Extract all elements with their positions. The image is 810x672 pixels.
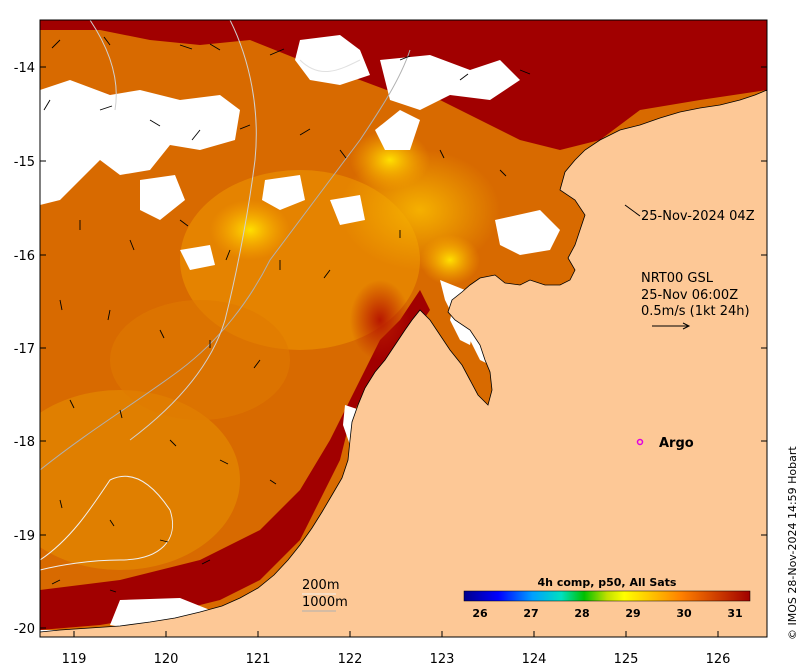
current-scale-label: 0.5m/s (1kt 24h): [641, 304, 750, 319]
colorbar-tick: 28: [574, 607, 589, 620]
current-arrow: [119, 409, 123, 419]
current-arrow: [169, 439, 177, 447]
current-arrow: [519, 69, 531, 75]
current-arrow: [323, 269, 331, 279]
imos-credit: © IMOS 28-Nov-2024 14:59 Hobart: [786, 446, 799, 640]
current-arrow: [439, 149, 445, 159]
colorbar-tick: 30: [676, 607, 692, 620]
current-arrow: [201, 559, 211, 565]
current-arrow: [239, 124, 251, 130]
colorbar-gradient: [463, 590, 751, 602]
y-tick-label: -16: [14, 249, 35, 264]
x-tick-label: 125: [614, 652, 639, 667]
current-arrow: [459, 73, 469, 81]
bathymetry-contours: [40, 20, 411, 571]
current-arrow: [103, 36, 111, 46]
current-arrow: [99, 105, 113, 111]
argo-float-marker[interactable]: [636, 438, 644, 446]
contour-1000m-label: 1000m: [302, 595, 348, 610]
current-source-label: NRT00 GSL: [641, 271, 714, 286]
y-axis: [40, 66, 767, 629]
y-tick-label: -20: [14, 622, 35, 637]
y-tick-label: -19: [14, 529, 35, 544]
contour-200m-label: 200m: [302, 578, 339, 593]
current-arrow: [43, 99, 51, 111]
colorbar-tick: 31: [727, 607, 742, 620]
x-axis: [73, 631, 719, 637]
x-tick-label: 119: [62, 652, 87, 667]
current-time-label: 25-Nov 06:00Z: [641, 288, 738, 303]
current-arrow: [225, 249, 231, 261]
current-arrow: [109, 589, 117, 593]
x-tick-label: 122: [338, 652, 363, 667]
current-arrow: [269, 48, 285, 56]
y-tick-label: -14: [14, 61, 35, 76]
colorbar: 4h comp, p50, All Sats 26 27 28 29 30 31: [463, 576, 751, 620]
argo-label: Argo: [659, 436, 694, 451]
current-arrow: [269, 479, 277, 485]
current-arrow: [159, 329, 165, 339]
colorbar-title: 4h comp, p50, All Sats: [538, 576, 677, 589]
current-arrow: [209, 43, 221, 51]
current-arrow: [339, 149, 347, 159]
current-scale-arrow: [652, 322, 691, 330]
map-frame: [39, 19, 768, 638]
sst-map: [40, 20, 767, 637]
current-arrow: [69, 399, 75, 409]
current-arrow: [179, 44, 193, 50]
y-tick-label: -18: [14, 435, 35, 450]
current-arrow: [51, 579, 61, 585]
current-arrow: [59, 499, 63, 509]
colorbar-tick: 29: [625, 607, 640, 620]
current-arrow: [159, 539, 169, 543]
current-arrow: [499, 169, 507, 177]
current-arrow: [191, 129, 201, 141]
y-tick-label: -17: [14, 342, 35, 357]
current-arrow: [253, 359, 261, 369]
sst-time-pointer: [624, 204, 641, 217]
current-vectors: [43, 36, 531, 593]
current-arrow: [399, 55, 411, 61]
colorbar-tick: 27: [523, 607, 538, 620]
current-arrow: [219, 459, 229, 465]
colorbar-tick: 26: [472, 607, 488, 620]
current-arrow: [107, 309, 111, 321]
sst-time-label: 25-Nov-2024 04Z: [641, 209, 755, 224]
current-arrow: [149, 119, 161, 127]
current-arrow: [299, 128, 311, 136]
x-tick-label: 123: [430, 652, 455, 667]
ocean-hot-band-south: [40, 290, 430, 630]
land-australia: [40, 89, 767, 637]
contour-1000m: [40, 49, 411, 471]
x-tick-label: 120: [154, 652, 179, 667]
current-arrow: [59, 299, 63, 311]
x-tick-label: 121: [246, 652, 271, 667]
current-arrow: [109, 519, 115, 527]
current-arrow: [129, 239, 135, 251]
current-arrow: [51, 39, 61, 49]
current-arrow: [179, 219, 189, 227]
x-tick-label: 126: [706, 652, 731, 667]
x-tick-label: 124: [522, 652, 547, 667]
contour-200m: [40, 475, 173, 571]
y-tick-label: -15: [14, 155, 35, 170]
